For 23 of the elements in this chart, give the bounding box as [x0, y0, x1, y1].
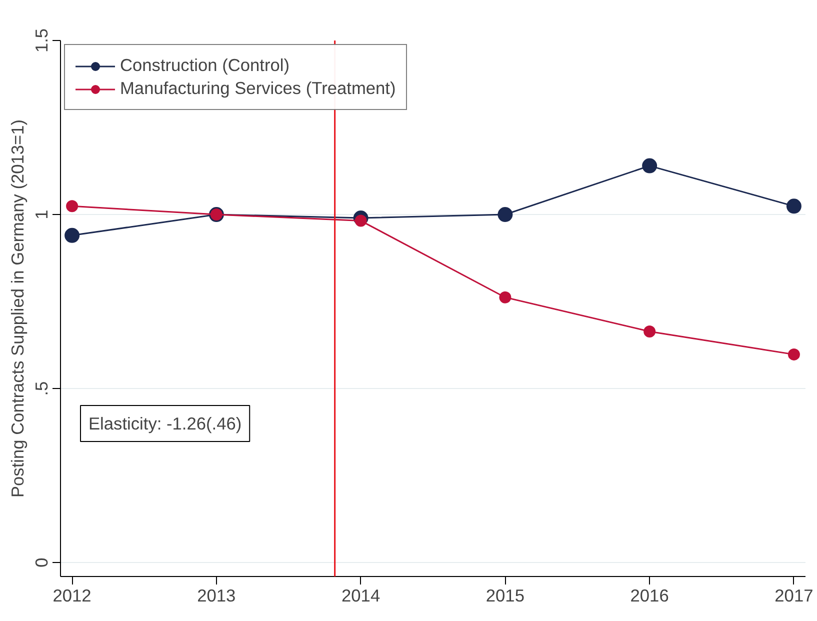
point [64, 228, 80, 243]
y-tick-label: 0 [32, 558, 52, 568]
y-axis-title: Posting Contracts Supplied in Germany (2013=1) [8, 119, 28, 498]
annotation: Elasticity: -1.26(.46) [88, 414, 242, 434]
point [642, 158, 658, 174]
point [66, 200, 78, 212]
point [644, 325, 656, 338]
x-tick-label: 2015 [486, 586, 524, 606]
point [354, 214, 367, 227]
x-tick-label: 2017 [774, 586, 814, 606]
legend-label: Manufacturing Services (Treatment) [120, 78, 396, 99]
point [788, 348, 800, 360]
y-tick-label: .5 [32, 381, 52, 396]
x-tick-label: 2012 [52, 586, 92, 606]
x-tick-label: 2014 [342, 586, 380, 606]
y-tick-label: 1.5 [32, 28, 52, 53]
point [498, 207, 513, 222]
point [786, 198, 802, 214]
legend-label: Construction (Control) [120, 55, 290, 76]
x-tick-label: 2013 [197, 586, 236, 606]
point [499, 291, 512, 304]
y-tick-label: 1 [32, 210, 52, 220]
x-tick-label: 2016 [630, 586, 669, 606]
